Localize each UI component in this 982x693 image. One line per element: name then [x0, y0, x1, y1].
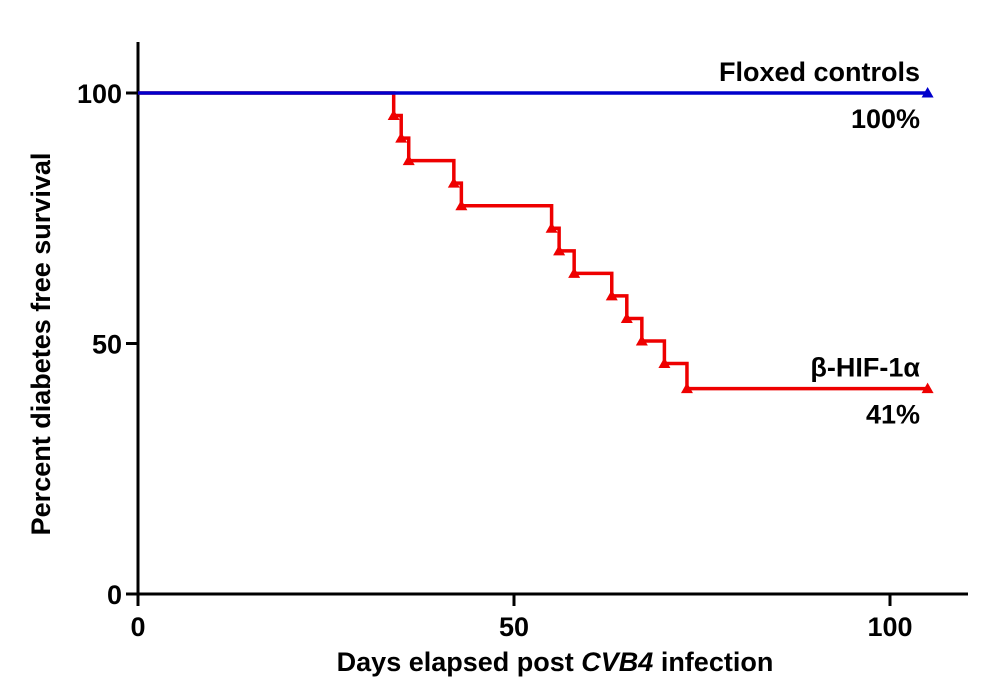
- beta-hif1a-censor-marker: [658, 357, 671, 369]
- beta-hif1a-censor-marker: [680, 382, 693, 394]
- x-axis-title-part: Days elapsed post: [337, 647, 582, 677]
- x-axis-title-virus: CVB4: [581, 647, 653, 677]
- beta-hif1a-label: β-HIF-1α: [810, 353, 920, 383]
- x-tick-label: 100: [867, 612, 912, 642]
- floxed-controls-label: Floxed controls: [719, 57, 920, 87]
- beta-hif1a-censor-marker: [387, 109, 400, 121]
- beta-hif1a-censor-marker: [568, 267, 581, 278]
- beta-hif1a-censor-marker: [605, 289, 618, 301]
- x-axis-title-part: infection: [653, 647, 773, 677]
- beta-hif1a-censor-marker: [455, 199, 468, 211]
- beta-hif1a-censor-marker: [921, 382, 934, 394]
- beta-hif1a-censor-marker: [620, 312, 633, 323]
- beta-hif1a-censor-marker: [395, 132, 408, 143]
- beta-hif1a-survival-line: [138, 91, 928, 391]
- floxed-controls-censor-marker: [921, 87, 934, 98]
- beta-hif1a-censor-marker: [402, 154, 415, 166]
- y-tick-label: 100: [77, 79, 122, 109]
- x-tick-label: 50: [499, 612, 529, 642]
- x-axis-title: Days elapsed post CVB4 infection: [337, 647, 774, 677]
- labels-layer: Days elapsed post CVB4 infection Percent …: [26, 57, 920, 677]
- beta-hif1a-censor-marker: [553, 244, 566, 256]
- floxed-controls-percent: 100%: [851, 104, 920, 134]
- x-tick-label: 0: [130, 612, 145, 642]
- beta-hif1a-censor-marker: [635, 334, 648, 346]
- y-tick-label: 50: [92, 330, 122, 360]
- beta-hif1a-censor-marker: [545, 222, 558, 233]
- y-axis-title: Percent diabetes free survival: [26, 153, 56, 536]
- series-layer: [138, 87, 934, 394]
- beta-hif1a-percent: 41%: [866, 400, 920, 430]
- beta-hif1a-censor-marker: [447, 177, 460, 188]
- y-tick-label: 0: [107, 580, 122, 610]
- axes: 0 50 100 0 50 100: [77, 42, 968, 642]
